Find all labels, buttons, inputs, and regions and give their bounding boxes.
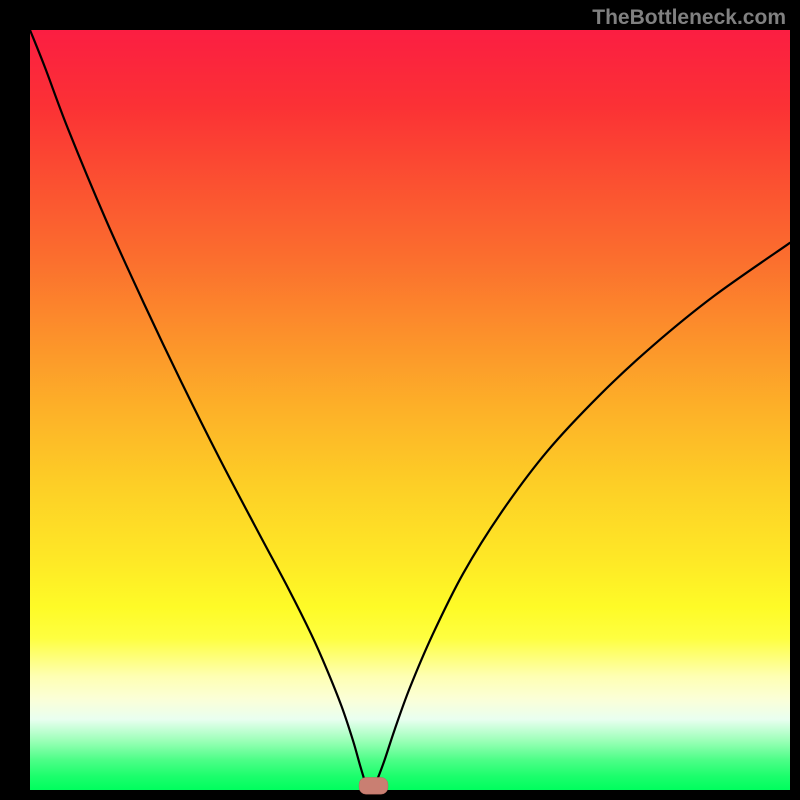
chart-container: { "watermark": { "text": "TheBottleneck.… (0, 0, 800, 800)
bottleneck-chart-svg (0, 0, 800, 800)
optimum-marker (359, 777, 388, 794)
plot-background (30, 30, 790, 790)
watermark-text: TheBottleneck.com (592, 6, 786, 30)
